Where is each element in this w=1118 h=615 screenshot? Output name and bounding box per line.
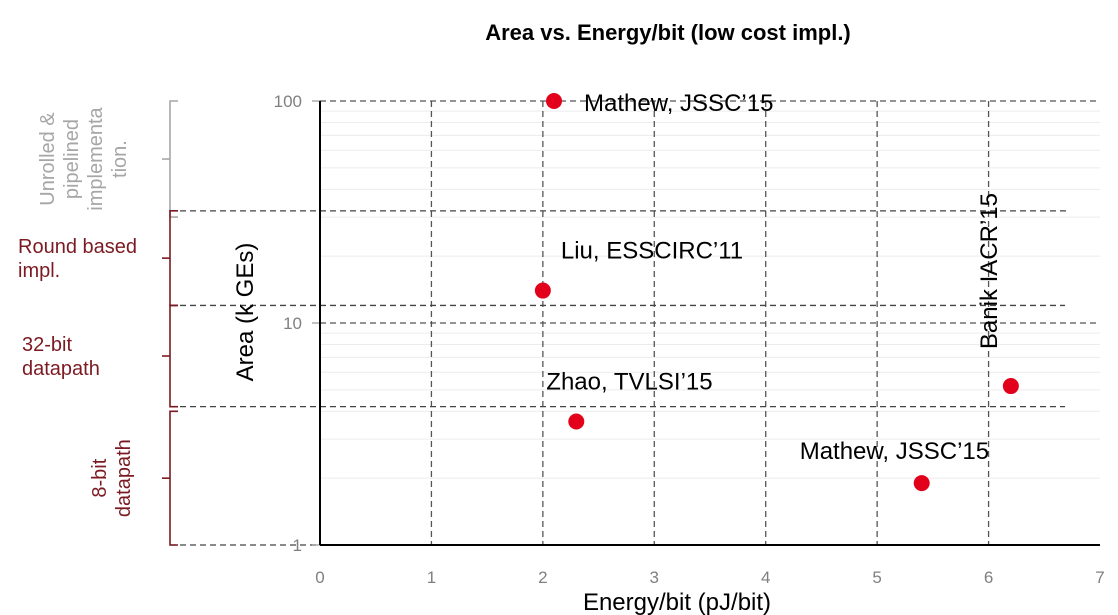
group-label-line: 8-bit bbox=[89, 458, 111, 497]
group-label-line: datapath bbox=[113, 439, 135, 517]
data-point-label: Liu, ESSCIRC’11 bbox=[561, 238, 743, 265]
group-label-line: Unrolled & bbox=[37, 112, 59, 206]
group-bracket bbox=[169, 304, 178, 408]
group-boundary-layer bbox=[170, 210, 1068, 546]
y-tick-label: 100 bbox=[274, 92, 302, 111]
group-label-line: impl. bbox=[18, 260, 60, 282]
grid-layer bbox=[320, 100, 1100, 545]
x-tick-label: 2 bbox=[538, 568, 547, 587]
x-tick-label: 0 bbox=[315, 568, 324, 587]
y-axis-title: Area (k GEs) bbox=[232, 243, 259, 382]
chart-title: Area vs. Energy/bit (low cost impl.) bbox=[485, 20, 851, 45]
group-label-line: Round based bbox=[18, 236, 137, 258]
x-tick-label: 3 bbox=[650, 568, 659, 587]
group-label: Unrolled & pipelined implementa tion. bbox=[37, 106, 131, 210]
x-tick-label: 1 bbox=[427, 568, 436, 587]
data-point-label: Banik IACR’15 bbox=[976, 193, 1003, 349]
group-label-line: tion. bbox=[109, 140, 131, 178]
group-label: 32-bit datapath bbox=[22, 334, 100, 380]
point-layer: Mathew, JSSC’15 Liu, ESSCIRC’11 Zhao, TVLS… bbox=[534, 90, 1019, 492]
data-point-label: Zhao, TVLSI’15 bbox=[546, 369, 712, 396]
x-tick-label: 6 bbox=[984, 568, 993, 587]
group-label: 8-bit datapath bbox=[89, 439, 135, 517]
data-point bbox=[1002, 378, 1019, 395]
group-bracket bbox=[169, 100, 178, 218]
group-label-line: implementa bbox=[85, 106, 107, 210]
y-tick-label: 10 bbox=[283, 314, 302, 333]
group-label-line: 32-bit bbox=[22, 334, 72, 356]
group-bracket bbox=[169, 210, 178, 307]
data-point bbox=[546, 93, 562, 109]
x-axis-title: Energy/bit (pJ/bit) bbox=[583, 589, 771, 615]
group-bracket-layer: Unrolled & pipelined implementa tion. Round … bbox=[18, 100, 178, 546]
x-tick-label: 5 bbox=[872, 568, 881, 587]
group-bracket bbox=[169, 410, 178, 546]
group-label-line: datapath bbox=[22, 358, 100, 380]
x-tick-label: 4 bbox=[761, 568, 770, 587]
group-label: Round based impl. bbox=[18, 236, 137, 282]
group-label-line: pipelined bbox=[61, 119, 83, 199]
data-point bbox=[913, 475, 930, 492]
y-tick-label: 1 bbox=[293, 536, 302, 555]
data-point-label: Mathew, JSSC’15 bbox=[800, 438, 989, 465]
data-point bbox=[534, 282, 551, 299]
data-point-label: Mathew, JSSC’15 bbox=[584, 90, 773, 117]
x-tick-label: 7 bbox=[1095, 568, 1104, 587]
data-point bbox=[568, 413, 585, 430]
